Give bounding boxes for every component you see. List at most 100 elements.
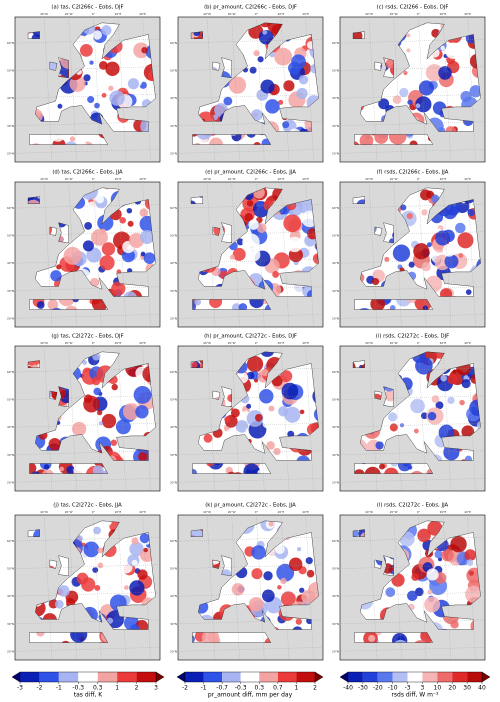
lon-label: 40°E xyxy=(139,341,146,345)
anomaly-patch xyxy=(191,361,198,368)
anomaly-patch xyxy=(459,399,465,406)
coastline xyxy=(27,31,40,39)
meridian xyxy=(206,345,216,492)
lat-label: 60°N xyxy=(7,370,14,374)
panel-title: (l) rsds, C2I272c - Eobs, JJA xyxy=(377,503,449,509)
anomaly-patch xyxy=(272,271,280,278)
meridian xyxy=(280,16,290,163)
colorbar-tick-label: -0.7 xyxy=(216,685,228,692)
colorbar: -2 -1 -0.7 -0.3 0.3 0.7 1 2 pr_amount diff, mm p… xyxy=(176,671,324,699)
anomaly-patch xyxy=(407,590,418,602)
coastline xyxy=(383,386,394,408)
lat-label: 40°N xyxy=(170,96,177,100)
meridian xyxy=(368,345,378,492)
parallel xyxy=(177,478,324,483)
coastline xyxy=(212,390,221,400)
map-panel: (d) tas, C2I266c - Eobs, JJA 40°W 20°W 0° 20… xyxy=(7,170,161,328)
colorbar-bin xyxy=(362,672,378,682)
anomaly-patch xyxy=(126,207,133,214)
anomaly-patch xyxy=(131,559,138,566)
coastline xyxy=(35,187,156,297)
colorbar-bin xyxy=(377,672,393,682)
colorbar-tick-label: -2 xyxy=(36,685,42,692)
anomaly-patch xyxy=(246,356,264,373)
meridian xyxy=(280,345,290,492)
colorbar-tick-label: -10 xyxy=(388,685,398,692)
anomaly-patch xyxy=(392,95,402,104)
parallel xyxy=(14,367,161,373)
lon-label: 40°E xyxy=(464,341,471,345)
coastline xyxy=(192,463,272,474)
anomaly-patch xyxy=(458,253,464,258)
anomaly-patch xyxy=(408,261,415,268)
lat-label: 20°N xyxy=(332,480,339,484)
anomaly-patch xyxy=(109,90,125,106)
parallel xyxy=(177,38,324,44)
parallel xyxy=(339,536,486,542)
anomaly-patch xyxy=(407,99,413,105)
anomaly-patch xyxy=(469,205,474,210)
parallel xyxy=(14,286,161,291)
parallel xyxy=(339,450,486,455)
anomaly-patch xyxy=(43,464,50,470)
anomaly-patch xyxy=(445,42,462,60)
coastline xyxy=(29,463,109,474)
anomaly-patch xyxy=(101,413,117,429)
anomaly-patch xyxy=(455,222,466,234)
lon-label: 20°W xyxy=(65,341,73,345)
anomaly-patch xyxy=(141,46,148,54)
lat-label: 20°N xyxy=(7,480,14,484)
anomaly-patch xyxy=(251,109,263,121)
colorbar-tick-label: 0.7 xyxy=(273,685,283,692)
colorbar-bin xyxy=(240,672,260,682)
anomaly-patch xyxy=(418,80,435,96)
anomaly-patch xyxy=(438,66,452,80)
anomaly-patch xyxy=(435,230,451,246)
coastline xyxy=(374,559,383,569)
coastline xyxy=(383,57,394,79)
anomaly-patch xyxy=(259,389,274,404)
meridian xyxy=(467,345,476,492)
lat-label: 30°N xyxy=(7,622,14,626)
anomaly-patch xyxy=(274,544,285,555)
meridian xyxy=(43,514,53,661)
lat-label: 40°N xyxy=(332,96,339,100)
anomaly-patch xyxy=(249,66,257,74)
coastline xyxy=(221,555,232,577)
lat-label: 60°N xyxy=(7,539,14,543)
anomaly-patch xyxy=(265,99,280,114)
anomaly-patch xyxy=(111,383,118,391)
colorbar-under xyxy=(339,671,349,683)
lat-label: 30°N xyxy=(332,289,339,293)
anomaly-patch xyxy=(83,541,100,558)
lat-label: 40°N xyxy=(7,425,14,429)
anomaly-patch xyxy=(384,389,397,402)
anomaly-patch xyxy=(64,423,71,430)
coastline xyxy=(374,226,383,236)
anomaly-patch xyxy=(89,60,94,65)
parallel xyxy=(14,536,161,542)
colorbar-label: rsds diff, W m⁻² xyxy=(391,692,439,699)
colorbar-label: tas diff, K xyxy=(74,692,103,699)
lon-label: 0° xyxy=(92,510,96,514)
parallel xyxy=(14,564,161,569)
anomaly-patch xyxy=(36,301,45,309)
colorbar-tick-label: -3 xyxy=(17,685,23,692)
anomaly-patch xyxy=(95,195,105,204)
anomaly-patch xyxy=(143,252,156,265)
coastline xyxy=(374,61,383,71)
coastline xyxy=(49,61,58,71)
parallel xyxy=(177,423,324,428)
lon-label: 40°W xyxy=(203,341,211,345)
meridian xyxy=(256,345,265,492)
meridian xyxy=(393,181,402,328)
anomaly-patch xyxy=(97,547,104,554)
anomaly-patch xyxy=(284,406,301,423)
anomaly-patch xyxy=(94,585,101,591)
meridian xyxy=(93,181,102,328)
anomaly-patch xyxy=(440,374,447,382)
parallel xyxy=(177,450,324,455)
lon-label: 20°E xyxy=(440,341,447,345)
lat-label: 40°N xyxy=(170,594,177,598)
